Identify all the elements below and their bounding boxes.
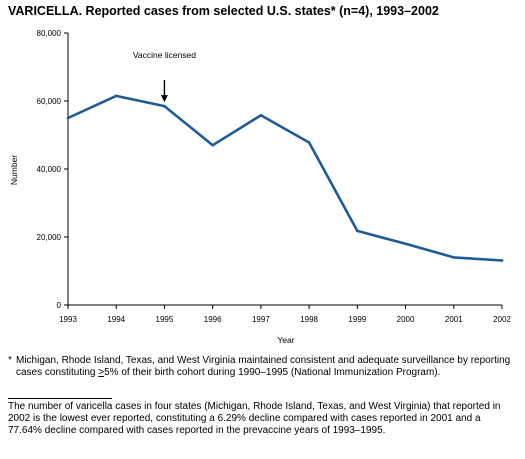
footnote-text-after: 5% of their birth cohort during 1990–199…	[104, 366, 441, 378]
data-point	[452, 256, 456, 259]
x-tick-label: 1997	[252, 315, 270, 324]
x-tick-label: 1996	[204, 315, 222, 324]
y-axis: 0 20,000 40,000 60,000 80,000	[37, 29, 69, 310]
y-tick-label: 40,000	[37, 165, 62, 174]
data-point	[114, 94, 118, 98]
footnote-text-before: Michigan, Rhode Island, Texas, and West …	[16, 355, 511, 378]
x-axis-label: Year	[277, 335, 294, 345]
footnote-text: Michigan, Rhode Island, Texas, and West …	[8, 355, 514, 378]
y-tick-label: 80,000	[37, 29, 62, 38]
data-point	[163, 104, 166, 108]
annotation-label: Vaccine licensed	[133, 50, 196, 60]
x-axis: 1993 1994 1995 1996 1997 1998 1999 2000 2001 2002	[59, 304, 511, 324]
series-line	[66, 94, 504, 262]
y-tick-label: 0	[57, 301, 62, 310]
data-point	[500, 259, 504, 262]
data-point	[356, 229, 359, 233]
x-tick-label: 2000	[397, 315, 415, 324]
summary-text: The number of varicella cases in four st…	[8, 401, 501, 436]
footnote: * Michigan, Rhode Island, Texas, and Wes…	[8, 355, 514, 378]
annotation-layer: Vaccine licensed	[133, 50, 196, 103]
data-point	[66, 116, 70, 120]
data-point	[307, 141, 311, 144]
footnote-divider	[8, 398, 112, 399]
footnote-marker: *	[8, 355, 12, 366]
y-tick-label: 60,000	[37, 97, 62, 106]
x-tick-label: 2002	[493, 315, 511, 324]
ge-symbol: >	[98, 366, 105, 378]
x-tick-label: 1998	[300, 315, 318, 324]
chart-title: VARICELLA. Reported cases from selected …	[8, 4, 439, 18]
x-tick-label: 1993	[59, 315, 77, 324]
annotation-arrow-head	[160, 95, 168, 103]
data-point	[211, 143, 214, 147]
x-tick-label: 2001	[445, 315, 463, 324]
data-point	[404, 242, 407, 246]
x-tick-label: 1999	[348, 315, 366, 324]
y-tick-label: 20,000	[37, 233, 62, 242]
y-axis-label: Number	[9, 155, 19, 185]
data-point	[259, 113, 263, 117]
series-layer	[66, 94, 504, 262]
x-tick-label: 1994	[107, 315, 125, 324]
x-tick-label: 1995	[156, 315, 174, 324]
